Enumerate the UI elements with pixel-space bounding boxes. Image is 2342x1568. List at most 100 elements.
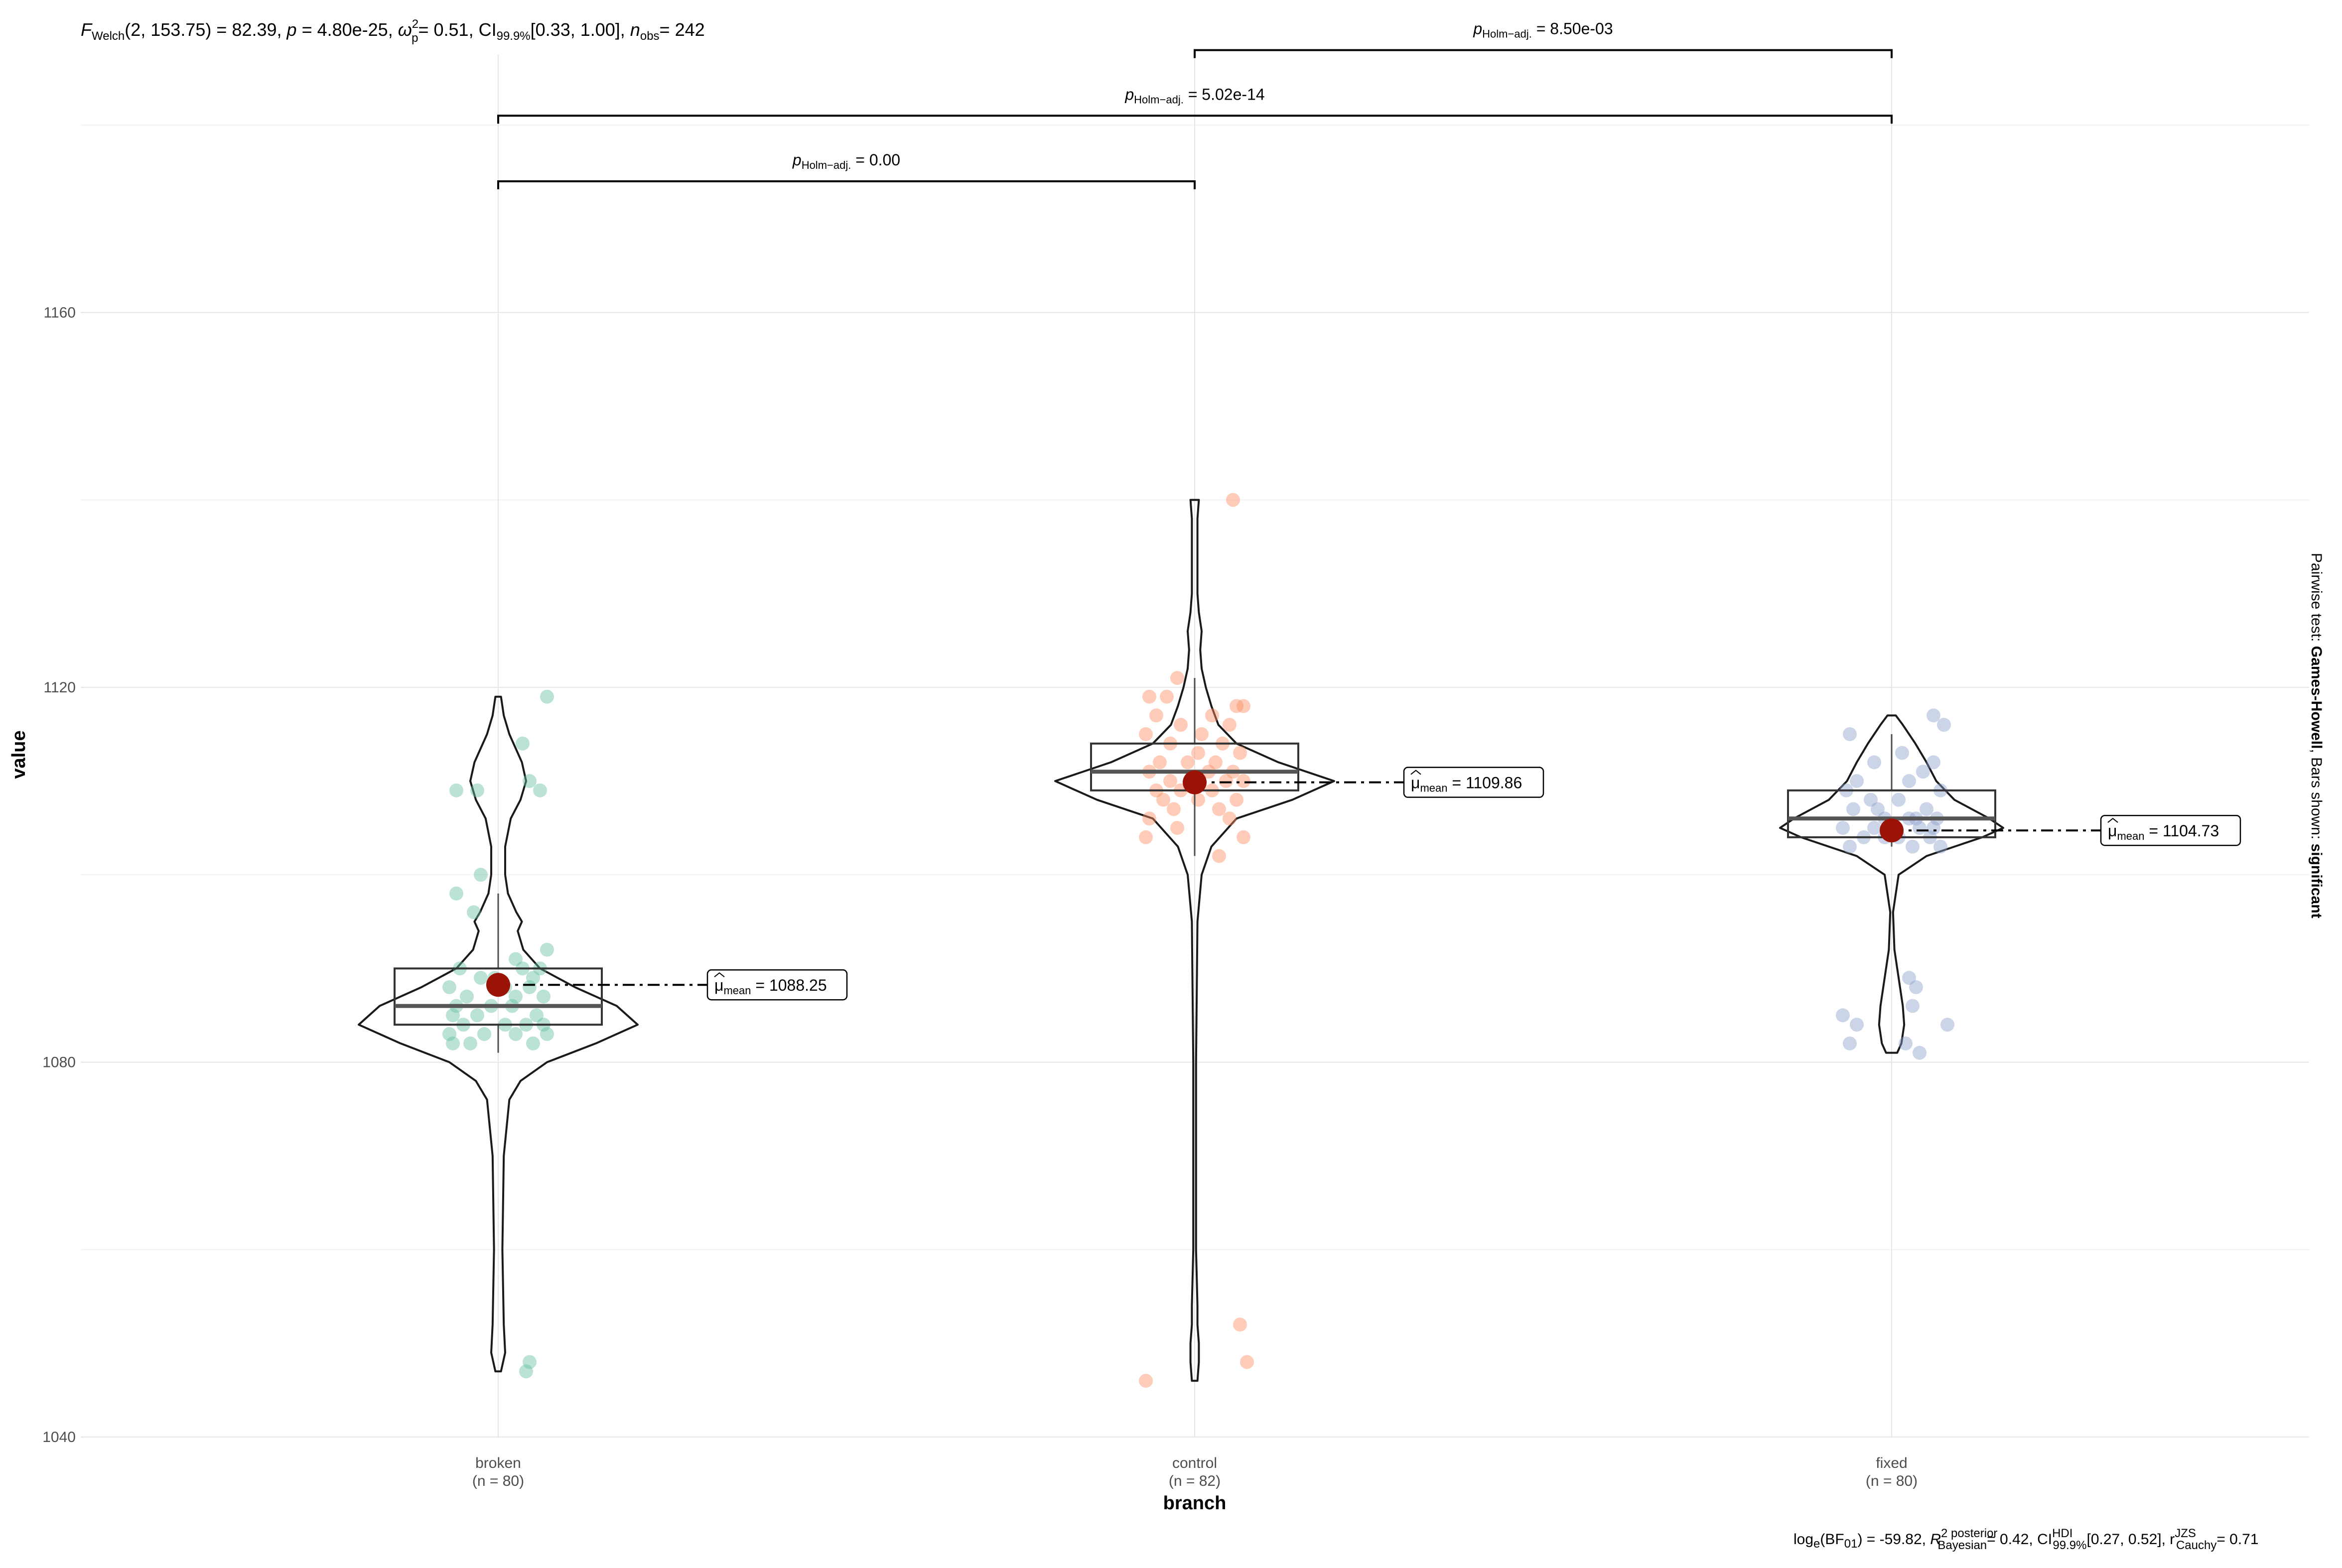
data-point-fixed <box>1850 1018 1864 1032</box>
mean-point-control <box>1183 770 1207 794</box>
x-tick-label: broken <box>475 1455 521 1471</box>
y-tick-label: 1080 <box>42 1054 76 1070</box>
mean-hat-control <box>1410 770 1421 775</box>
mean-label-control: μmean = 1109.86 <box>1411 774 1522 794</box>
data-point-control <box>1142 689 1156 704</box>
data-point-fixed <box>1902 774 1916 788</box>
data-point-fixed <box>1909 980 1923 994</box>
x-tick-label: fixed <box>1876 1455 1907 1471</box>
data-point-broken <box>442 1027 456 1042</box>
data-point-control <box>1237 830 1250 844</box>
data-point-control <box>1149 708 1163 723</box>
data-point-fixed <box>1927 755 1940 770</box>
data-point-control <box>1170 821 1184 835</box>
y-axis: 1040 1080 1120 1160 <box>42 304 76 1445</box>
data-point-fixed <box>1836 1008 1850 1023</box>
data-point-broken <box>540 942 554 957</box>
data-point-control <box>1230 699 1243 713</box>
data-point-broken <box>474 971 488 985</box>
data-point-control <box>1191 792 1205 807</box>
data-point-fixed <box>1867 755 1881 770</box>
chart-subtitle: FWelch(2, 153.75) = 82.39, p = 4.80e-25,… <box>81 17 705 45</box>
bracket-2 <box>1194 49 1893 58</box>
data-point-fixed <box>1937 718 1951 732</box>
x-tick-n-label: (n = 80) <box>472 1473 524 1489</box>
data-point-fixed <box>1843 839 1857 854</box>
data-point-fixed <box>1846 802 1860 816</box>
data-point-broken <box>530 1008 544 1023</box>
data-point-control <box>1233 1317 1247 1332</box>
mean-label-box-fixed <box>2100 814 2241 846</box>
data-point-broken <box>477 1027 491 1042</box>
data-point-control <box>1139 1374 1153 1388</box>
y-tick-label: 1040 <box>42 1429 76 1445</box>
mean-point-broken <box>486 973 510 997</box>
data-point-fixed <box>1902 971 1916 985</box>
data-point-fixed <box>1850 774 1864 788</box>
data-point-broken <box>442 980 456 994</box>
data-point-control <box>1226 493 1240 507</box>
data-point-broken <box>474 868 488 882</box>
data-point-control <box>1240 1355 1254 1369</box>
data-point-broken <box>460 989 474 1004</box>
data-point-fixed <box>1843 1036 1857 1050</box>
data-point-fixed <box>1940 1018 1954 1032</box>
data-point-broken <box>509 989 523 1004</box>
pairwise-brackets: pHolm−adj. = 0.00 pHolm−adj. = 5.02e-14 pH… <box>497 20 1893 189</box>
data-point-broken <box>467 905 481 919</box>
data-point-control <box>1139 830 1153 844</box>
data-point-fixed <box>1843 727 1857 741</box>
mean-hat-fixed <box>2107 817 2118 823</box>
data-point-control <box>1205 708 1219 723</box>
mean-label-fixed: μmean = 1104.73 <box>2108 822 2219 842</box>
data-point-control <box>1237 774 1250 788</box>
violin-control <box>1054 499 1335 1382</box>
data-point-broken <box>526 971 540 985</box>
data-point-control <box>1223 718 1237 732</box>
data-point-broken <box>537 989 551 1004</box>
x-tick-label: control <box>1172 1455 1217 1471</box>
chart-caption: loge(BF01) = -59.82, R2 posterior Bayesia… <box>1793 1527 2259 1552</box>
data-point-fixed <box>1906 999 1920 1013</box>
data-point-control <box>1209 755 1223 770</box>
mean-hat-broken <box>714 972 725 978</box>
y-tick-label: 1120 <box>43 679 76 696</box>
grid-lines <box>81 55 2309 1437</box>
y-axis-title: value <box>8 730 29 779</box>
data-point-broken <box>533 783 547 797</box>
data-point-control <box>1219 774 1233 788</box>
mean-label-broken: μmean = 1088.25 <box>714 976 827 997</box>
violin-fixed <box>1779 714 2004 1054</box>
data-point-control <box>1233 746 1247 760</box>
data-point-fixed <box>1867 821 1881 835</box>
x-tick-n-label: (n = 82) <box>1169 1473 1221 1489</box>
data-point-control <box>1212 849 1226 863</box>
data-point-control <box>1142 811 1156 826</box>
bracket-1 <box>497 115 1893 124</box>
data-point-broken <box>523 1355 537 1369</box>
data-point-control <box>1195 727 1209 741</box>
data-point-control <box>1223 811 1237 826</box>
data-point-control <box>1191 746 1205 760</box>
data-point-control <box>1163 774 1177 788</box>
box-broken <box>394 967 603 1026</box>
data-point-control <box>1170 671 1184 685</box>
data-point-fixed <box>1927 821 1940 835</box>
data-point-fixed <box>1895 746 1909 760</box>
mean-label-box-control <box>1403 767 1544 798</box>
data-point-fixed <box>1864 792 1878 807</box>
data-point-control <box>1160 689 1174 704</box>
data-points <box>442 493 1954 1388</box>
x-tick-n-label: (n = 80) <box>1866 1473 1918 1489</box>
bracket-label-2: pHolm−adj. = 8.50e-03 <box>1473 20 1613 40</box>
data-point-broken <box>446 1008 460 1023</box>
pairwise-note: Pairwise test: Games-Howell, Bars shown:… <box>2308 553 2325 918</box>
x-axis: broken (n = 80) control (n = 82) fixed (n = 8… <box>472 1455 1918 1489</box>
data-point-broken <box>516 736 530 751</box>
data-point-control <box>1156 792 1170 807</box>
x-axis-title: branch <box>1163 1493 1227 1514</box>
y-tick-label: 1160 <box>43 304 76 321</box>
mean-point-fixed <box>1880 818 1904 843</box>
bracket-label-1: pHolm−adj. = 5.02e-14 <box>1124 85 1264 106</box>
data-point-broken <box>463 1036 477 1050</box>
